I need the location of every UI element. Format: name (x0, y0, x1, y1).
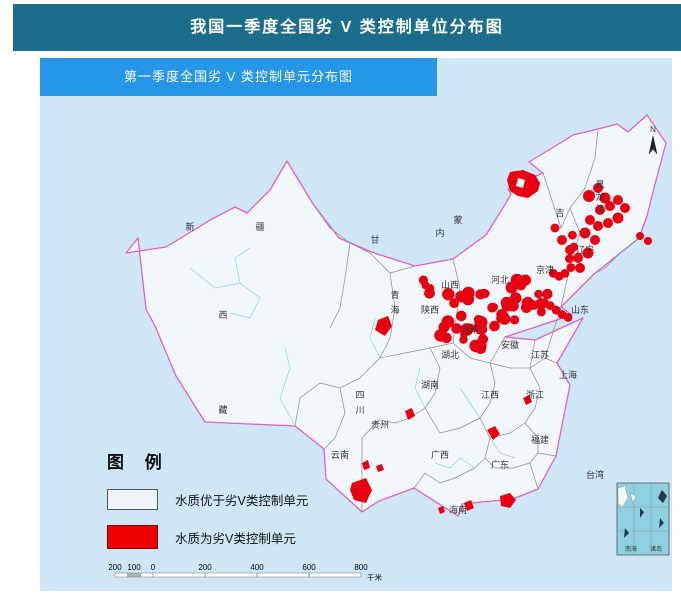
svg-text:诸岛: 诸岛 (650, 545, 662, 553)
svg-text:湖北: 湖北 (441, 350, 459, 360)
svg-text:甘: 甘 (370, 234, 379, 245)
svg-text:辽宁: 辽宁 (576, 244, 594, 255)
svg-text:100: 100 (127, 563, 141, 572)
svg-text:0: 0 (151, 563, 156, 572)
svg-text:新: 新 (185, 221, 194, 232)
svg-text:湖南: 湖南 (421, 379, 439, 390)
svg-text:江西: 江西 (481, 390, 499, 400)
svg-text:浙江: 浙江 (526, 389, 544, 400)
svg-text:龙: 龙 (595, 191, 604, 202)
svg-text:蒙: 蒙 (453, 214, 462, 225)
svg-text:贵州: 贵州 (371, 419, 389, 430)
svg-text:陕西: 陕西 (421, 304, 439, 315)
svg-text:川: 川 (355, 405, 364, 415)
svg-text:四: 四 (355, 390, 364, 400)
svg-text:云南: 云南 (331, 449, 349, 460)
svg-text:江苏: 江苏 (531, 349, 549, 360)
svg-text:200: 200 (198, 563, 212, 572)
svg-text:广东: 广东 (491, 459, 509, 470)
svg-text:台湾: 台湾 (586, 469, 604, 480)
svg-text:黑: 黑 (595, 180, 604, 190)
svg-text:安徽: 安徽 (501, 339, 519, 350)
svg-text:内: 内 (435, 227, 444, 238)
svg-text:200: 200 (108, 563, 122, 572)
svg-text:福建: 福建 (531, 434, 549, 445)
svg-text:400: 400 (250, 563, 264, 572)
svg-text:河北: 河北 (491, 274, 509, 285)
svg-text:南海: 南海 (625, 545, 637, 553)
svg-text:600: 600 (302, 563, 316, 572)
svg-text:山西: 山西 (441, 280, 459, 290)
svg-text:京津: 京津 (536, 264, 554, 275)
svg-text:吉: 吉 (555, 208, 564, 218)
svg-text:N: N (650, 125, 656, 134)
svg-text:疆: 疆 (255, 222, 264, 232)
svg-text:上海: 上海 (559, 369, 577, 380)
svg-text:西: 西 (218, 310, 227, 320)
svg-text:江: 江 (595, 204, 604, 214)
svg-text:海南: 海南 (449, 504, 467, 515)
svg-text:广西: 广西 (431, 449, 449, 460)
svg-text:藏: 藏 (218, 404, 227, 415)
svg-text:山东: 山东 (571, 304, 589, 315)
svg-text:河南: 河南 (461, 324, 479, 335)
svg-text:千米: 千米 (367, 572, 382, 582)
svg-text:青: 青 (390, 289, 399, 300)
svg-text:800: 800 (354, 563, 368, 572)
svg-text:海: 海 (390, 304, 399, 315)
